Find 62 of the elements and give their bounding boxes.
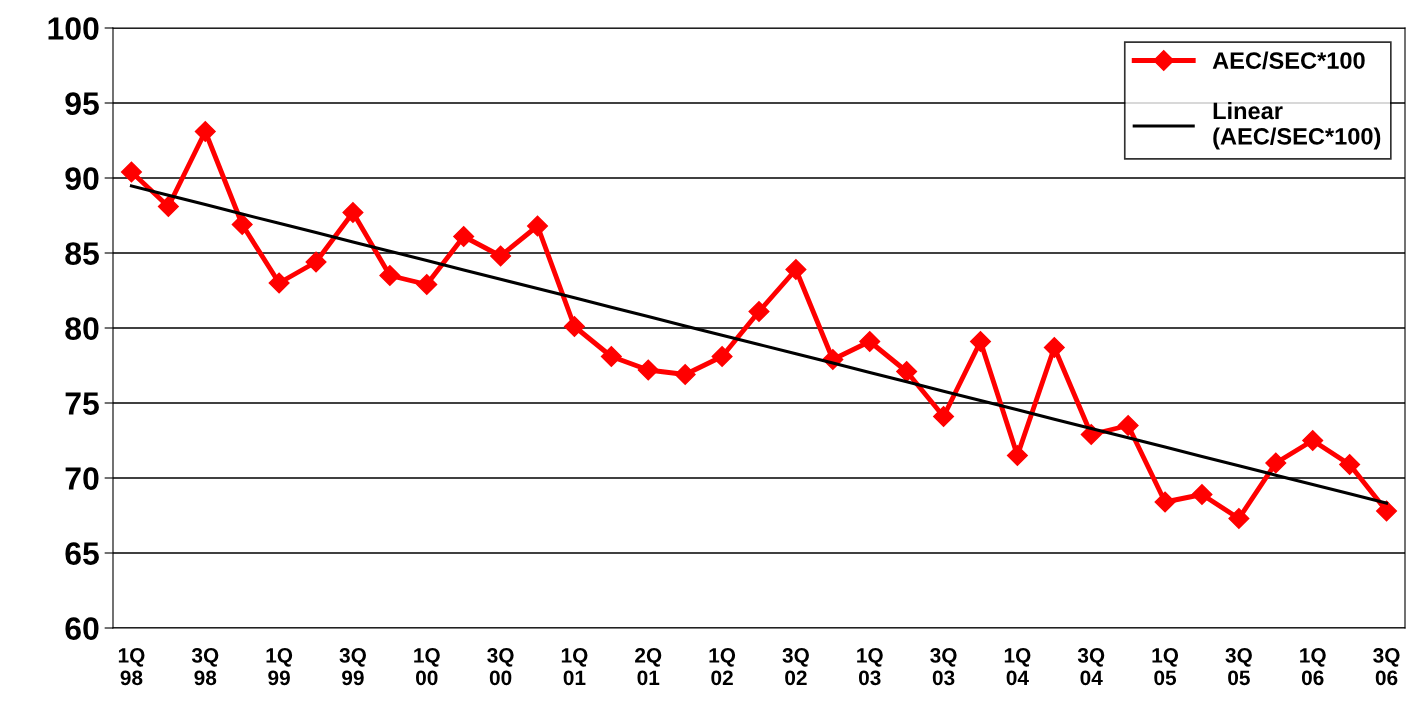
x-tick-label: 2Q 01 <box>635 647 662 686</box>
point <box>711 345 733 368</box>
y-tick-label: 95 <box>65 92 99 115</box>
point <box>120 161 142 183</box>
point <box>1191 483 1213 506</box>
point <box>896 360 918 383</box>
x-tick-label: 1Q 00 <box>414 647 440 686</box>
y-tick-label: 65 <box>65 542 99 565</box>
x-tick-label: 1Q 04 <box>1004 647 1031 686</box>
y-tick-label: 80 <box>65 317 99 340</box>
x-tick-label: 1Q 05 <box>1152 647 1179 686</box>
point <box>194 120 216 143</box>
point <box>416 273 438 296</box>
point <box>1006 444 1028 467</box>
legend-label: Linear (AEC/SEC*100) <box>1213 101 1381 150</box>
x-tick-label: 3Q 04 <box>1077 647 1105 686</box>
point <box>1154 491 1176 513</box>
x-tick-label: 3Q 98 <box>191 647 219 686</box>
point <box>1339 453 1361 476</box>
x-tick-label: 1Q 99 <box>266 647 293 686</box>
point <box>1302 429 1324 452</box>
point <box>1228 507 1250 530</box>
point <box>490 245 512 267</box>
x-tick-label: 1Q 98 <box>118 647 145 686</box>
point <box>268 272 290 294</box>
y-tick-label: 90 <box>65 167 99 190</box>
x-tick-label: 3Q 02 <box>782 647 809 686</box>
x-tick-label: 1Q 03 <box>857 647 883 686</box>
x-tick-label: 3Q 00 <box>487 647 514 686</box>
point <box>1117 414 1139 437</box>
y-tick-label: 60 <box>65 617 99 640</box>
x-tick-label: 3Q 99 <box>339 647 366 686</box>
x-tick-label: 3Q 03 <box>930 647 957 686</box>
point <box>933 405 955 428</box>
y-tick-label: 100 <box>48 17 99 40</box>
point <box>305 251 327 273</box>
point <box>526 215 549 237</box>
point <box>748 300 770 323</box>
point <box>1043 336 1065 359</box>
x-tick-label: 1Q 01 <box>561 647 588 686</box>
x-tick-label: 3Q 05 <box>1225 647 1252 686</box>
point <box>453 225 475 248</box>
point <box>1376 500 1398 522</box>
y-tick-label: 75 <box>65 392 99 415</box>
point <box>969 330 992 353</box>
point <box>379 264 401 287</box>
x-tick-label: 1Q 06 <box>1300 647 1326 686</box>
point <box>157 195 179 218</box>
point <box>231 213 253 236</box>
y-tick-label: 70 <box>65 467 99 490</box>
x-tick-label: 1Q 02 <box>709 647 736 686</box>
point <box>785 258 807 281</box>
point <box>859 330 881 353</box>
point <box>600 345 622 368</box>
point <box>674 363 696 386</box>
point <box>637 359 659 381</box>
point <box>563 315 585 338</box>
point <box>1265 452 1287 474</box>
x-tick-label: 3Q 06 <box>1373 647 1400 686</box>
y-tick-label: 85 <box>65 242 99 265</box>
point <box>342 201 364 224</box>
legend-label: AEC/SEC*100 <box>1212 51 1365 70</box>
